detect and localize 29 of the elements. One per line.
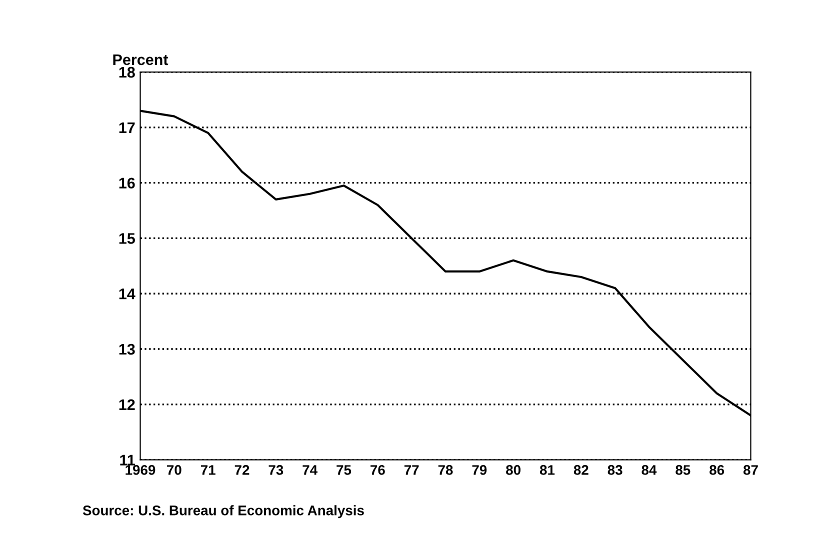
x-tick-label: 86: [710, 465, 724, 475]
x-tick-label: 76: [370, 465, 385, 475]
x-tick-label: 77: [404, 465, 419, 475]
x-tick-label: 78: [438, 465, 453, 475]
source-note: Source: U.S. Bureau of Economic Analysis: [82, 505, 364, 518]
y-tick-label: 11: [120, 454, 135, 466]
x-tick-label: 73: [268, 465, 284, 475]
y-tick-label: 17: [119, 122, 135, 133]
x-tick-label: 75: [336, 465, 352, 475]
y-tick-label: 16: [119, 178, 135, 189]
y-tick-label: 13: [119, 344, 135, 355]
x-tick-label: 87: [743, 465, 758, 475]
x-tick-label: 84: [642, 465, 657, 475]
x-tick-label: 71: [200, 465, 216, 475]
x-tick-label: 79: [472, 465, 487, 475]
x-tick-label: 83: [608, 465, 622, 475]
y-tick-label: 14: [119, 288, 136, 300]
x-tick-label: 74: [302, 465, 318, 475]
x-tick-label: 85: [676, 465, 690, 475]
x-tick-label: 72: [234, 465, 250, 475]
x-tick-label: 80: [506, 465, 520, 475]
x-tick-label: 82: [574, 465, 588, 475]
x-tick-label: 81: [540, 465, 555, 475]
y-tick-label: 15: [119, 233, 135, 244]
x-tick-label: 1969: [126, 465, 156, 475]
y-tick-label: 12: [119, 399, 135, 410]
y-tick-label: 18: [119, 66, 135, 78]
y-axis-title: Percent: [113, 54, 168, 66]
x-tick-label: 70: [167, 465, 182, 475]
